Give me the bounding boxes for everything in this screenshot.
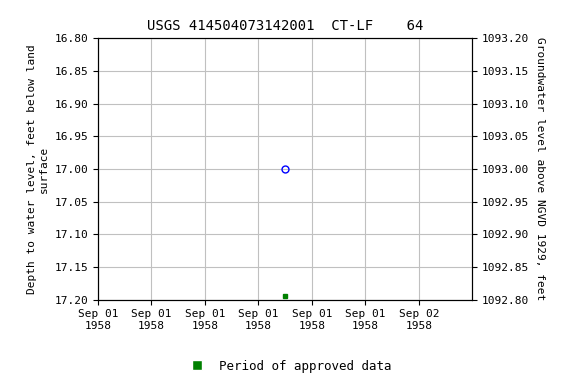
Title: USGS 414504073142001  CT-LF    64: USGS 414504073142001 CT-LF 64 [147,19,423,33]
Y-axis label: Depth to water level, feet below land
surface: Depth to water level, feet below land su… [27,44,49,294]
Legend: Period of approved data: Period of approved data [179,355,397,378]
Y-axis label: Groundwater level above NGVD 1929, feet: Groundwater level above NGVD 1929, feet [535,37,545,301]
